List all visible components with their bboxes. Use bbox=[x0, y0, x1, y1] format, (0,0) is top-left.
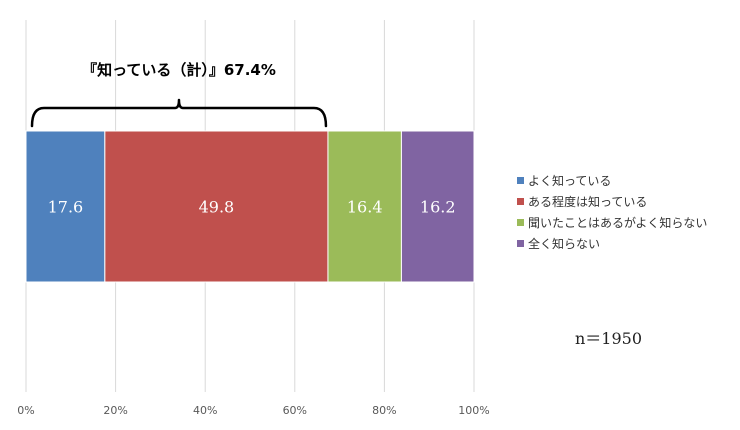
x-axis-ticks: 0% 20% 40% 60% 80% 100% bbox=[17, 404, 489, 417]
data-label: 16.2 bbox=[420, 198, 456, 217]
bar-segment bbox=[25, 130, 106, 283]
legend-label: 聞いたことはあるがよく知らない bbox=[528, 216, 708, 230]
bar-segments bbox=[25, 130, 475, 283]
tick-label: 80% bbox=[372, 404, 396, 417]
data-labels: 17.6 49.8 16.4 16.2 bbox=[48, 198, 456, 217]
data-label: 49.8 bbox=[199, 198, 235, 217]
legend-label: 全く知らない bbox=[528, 237, 601, 251]
legend-item: 聞いたことはあるがよく知らない bbox=[517, 212, 707, 233]
tick-label: 60% bbox=[283, 404, 307, 417]
legend-swatch bbox=[517, 198, 524, 205]
legend-swatch bbox=[517, 240, 524, 247]
legend-label: よく知っている bbox=[528, 174, 612, 188]
bar-segment bbox=[400, 130, 475, 283]
legend-item: よく知っている bbox=[517, 170, 707, 191]
data-label: 16.4 bbox=[347, 198, 383, 217]
legend-label: ある程度は知っている bbox=[528, 195, 648, 209]
legend-swatch bbox=[517, 219, 524, 226]
tick-label: 40% bbox=[193, 404, 217, 417]
legend-item: ある程度は知っている bbox=[517, 191, 707, 212]
legend: よく知っている ある程度は知っている 聞いたことはあるがよく知らない 全く知らな… bbox=[517, 170, 707, 254]
legend-swatch bbox=[517, 177, 524, 184]
tick-label: 100% bbox=[458, 404, 489, 417]
bar-segment bbox=[327, 130, 402, 283]
brace-path bbox=[30, 98, 328, 128]
annotation-label: 『知っている（計）』67.4% bbox=[82, 61, 276, 79]
tick-label: 0% bbox=[17, 404, 34, 417]
sample-size-note: n＝1950 bbox=[575, 329, 643, 348]
legend-item: 全く知らない bbox=[517, 233, 707, 254]
annotation-bracket: 『知っている（計）』67.4% bbox=[30, 61, 328, 128]
data-label: 17.6 bbox=[48, 198, 84, 217]
tick-label: 20% bbox=[103, 404, 127, 417]
